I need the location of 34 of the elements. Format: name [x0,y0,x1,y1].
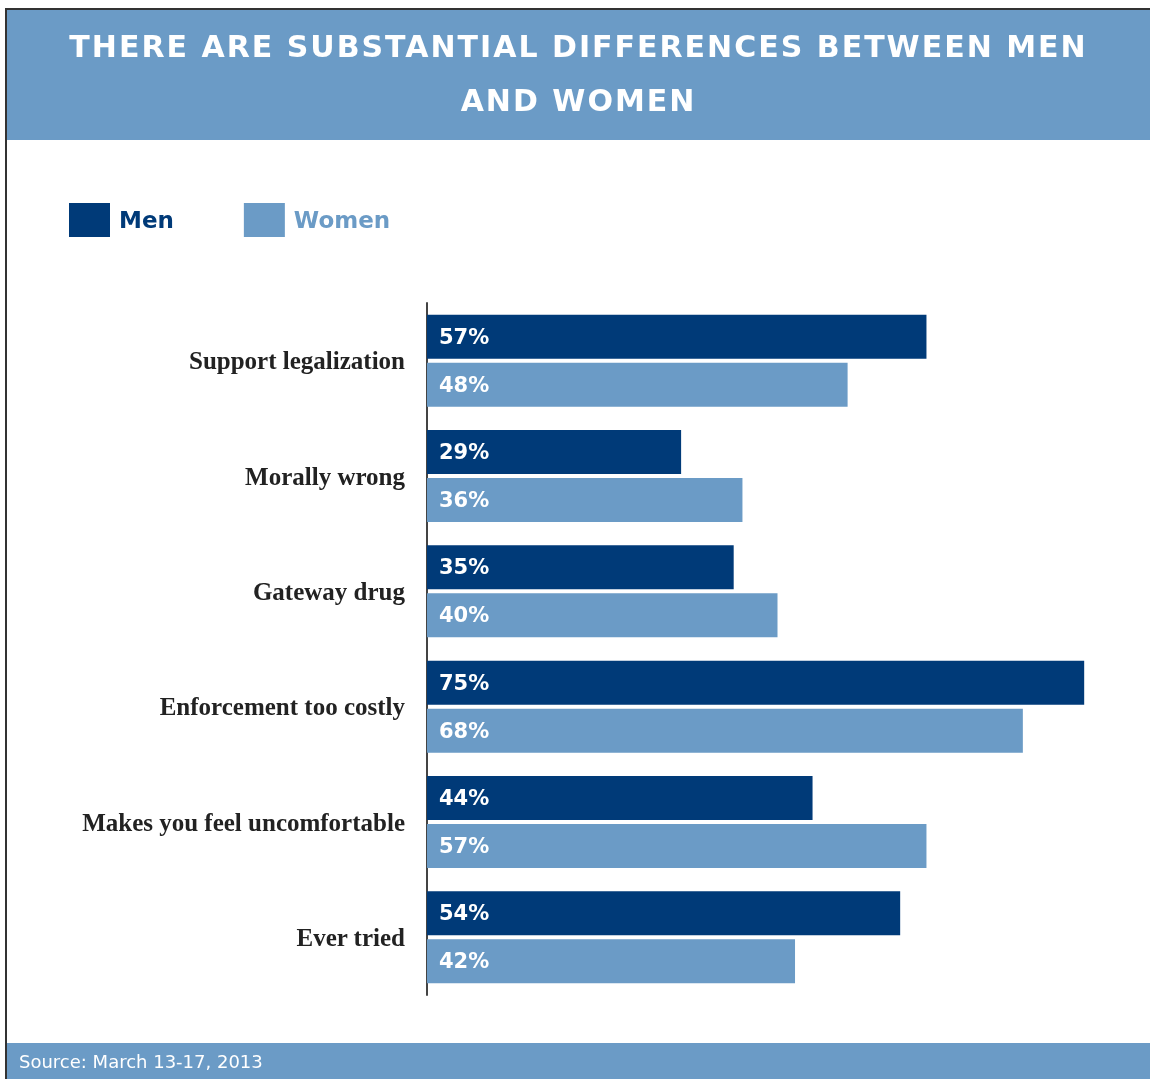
bar [427,939,796,984]
data-label: 48% [439,372,490,397]
data-label: 57% [439,324,490,349]
y-tick-label: Enforcement too costly [159,693,406,721]
legend-label: Men [119,207,174,233]
data-label: 29% [439,440,490,465]
y-tick-label: Gateway drug [252,577,406,605]
y-tick-label: Ever tried [296,923,406,951]
data-label: 35% [439,555,490,580]
data-label: 36% [439,487,490,512]
y-tick-label: Support legalization [189,347,406,375]
bar [427,593,778,638]
bar [427,477,743,522]
data-label: 54% [439,901,490,926]
bar [427,660,1085,705]
y-tick-label: Morally wrong [245,462,406,490]
data-label: 40% [439,603,490,628]
data-label: 68% [439,718,490,743]
bar [427,430,682,475]
chart-title: THERE ARE SUBSTANTIAL DIFFERENCES BETWEEN MEN AND WOMEN [7,10,1150,140]
data-label: 44% [439,786,490,811]
bar [427,362,848,407]
bar [427,314,927,359]
bar [427,823,927,868]
bar [427,708,1023,753]
bar [427,776,813,821]
bar [427,545,734,590]
data-label: 75% [439,670,490,695]
data-label: 42% [439,949,490,974]
bar [427,891,901,936]
source-note: Source: March 13-17, 2013 [7,1043,1150,1079]
y-tick-label: Makes you feel uncomfortable [82,808,405,836]
legend-label: Women [293,207,391,233]
data-label: 57% [439,833,490,858]
